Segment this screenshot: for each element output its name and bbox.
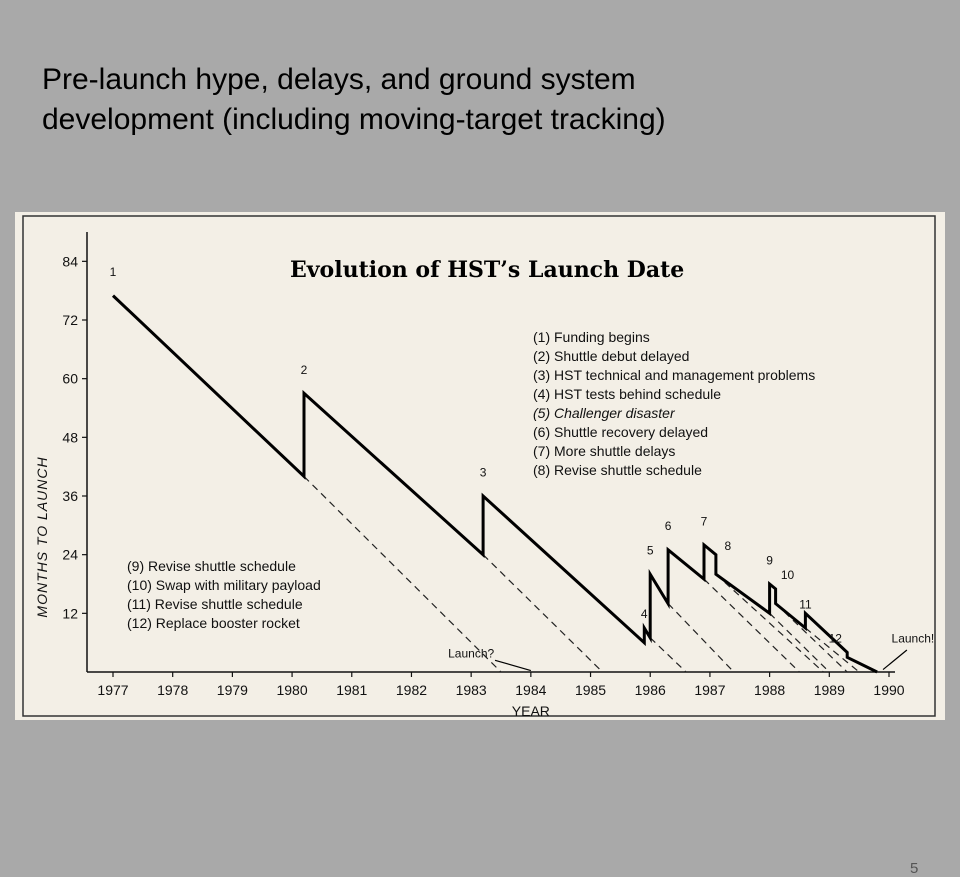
event-label: 3 [480, 465, 487, 479]
x-tick-label: 1978 [157, 682, 188, 698]
scanned-chart-figure: 12 24 36 48 60 72 84 1977 1978 1979 1980 1981 1982 19… [15, 212, 945, 877]
x-tick-label: 1986 [635, 682, 666, 698]
legend-top: (1) Funding begins (2) Shuttle debut dela… [533, 329, 815, 478]
page-number: 5 [910, 860, 919, 877]
series-line [111, 294, 878, 674]
event-label: 6 [665, 519, 672, 533]
x-tick-label: 1989 [814, 682, 845, 698]
legend-item: (5) Challenger disaster [533, 405, 676, 421]
legend-item: (9) Revise shuttle schedule [127, 558, 296, 574]
event-label: 2 [301, 363, 308, 377]
dashed-launch-line [303, 476, 502, 673]
dashed-launch-line [649, 637, 687, 673]
y-tick-label: 12 [62, 605, 78, 621]
slide-title-line-1: Pre-launch hype, delays, and ground syst… [42, 63, 636, 96]
chart-frame [22, 215, 936, 717]
legend-bottom: (9) Revise shuttle schedule (10) Swap wit… [127, 558, 321, 631]
x-tick-label: 1990 [873, 682, 904, 698]
event-label: 12 [829, 632, 843, 646]
event-label: 4 [641, 607, 648, 621]
y-tick-label: 72 [62, 312, 78, 328]
y-tick-label: 36 [62, 488, 78, 504]
dashed-launch-line [715, 573, 824, 673]
x-tick-label: 1981 [336, 682, 367, 698]
legend-item: (11) Revise shuttle schedule [127, 596, 303, 612]
legend-item: (3) HST technical and management problem… [533, 367, 815, 383]
x-tick-label: 1980 [276, 682, 307, 698]
legend-item: (6) Shuttle recovery delayed [533, 424, 708, 440]
legend-item: (8) Revise shuttle schedule [533, 462, 702, 478]
x-tick-label: 1984 [515, 682, 546, 698]
y-axis-label: MONTHS TO LAUNCH [34, 456, 50, 617]
x-tick-label: 1988 [754, 682, 785, 698]
slide-title: Pre-launch hype, delays, and ground syst… [42, 60, 922, 140]
dashed-launch-line [769, 612, 830, 673]
chart-title: Evolution of HST’s Launch Date [290, 257, 684, 283]
launch-arrow [494, 659, 532, 672]
event-label: 9 [766, 553, 773, 567]
x-tick-label: 1977 [97, 682, 128, 698]
event-label: 11 [799, 597, 812, 611]
x-axis-label: YEAR [512, 703, 550, 719]
y-tick-label: 48 [62, 429, 78, 445]
legend-item: (2) Shuttle debut delayed [533, 348, 689, 364]
dashed-launch-line [482, 554, 603, 673]
series-layer [111, 294, 878, 674]
x-tick-label: 1979 [217, 682, 248, 698]
event-label: 7 [701, 514, 708, 528]
x-tick-label: 1982 [396, 682, 427, 698]
dashed-launch-lines [303, 476, 860, 673]
legend-item: (1) Funding begins [533, 329, 650, 345]
event-label: 5 [647, 544, 654, 558]
legend-item: (10) Swap with military payload [127, 577, 321, 593]
y-tick-label: 24 [62, 547, 78, 563]
event-label: 10 [781, 568, 795, 582]
y-tick-label: 84 [62, 253, 78, 269]
legend-item: (7) More shuttle delays [533, 443, 675, 459]
x-tick-label: 1983 [456, 682, 487, 698]
legend-item: (4) HST tests behind schedule [533, 386, 721, 402]
event-label: 1 [110, 265, 117, 279]
event-label: 8 [724, 539, 731, 553]
dashed-launch-line [703, 578, 800, 673]
legend-item: (12) Replace booster rocket [127, 615, 300, 631]
y-tick-label: 60 [62, 371, 78, 387]
slide-title-line-2: development (including moving-target tra… [42, 103, 666, 136]
annotation-label: Launch? [448, 646, 494, 660]
annotation-label: Launch! [892, 632, 935, 646]
x-tick-label: 1985 [575, 682, 606, 698]
dashed-launch-line [667, 603, 735, 673]
launch-arrow [882, 649, 908, 671]
x-tick-label: 1987 [694, 682, 725, 698]
